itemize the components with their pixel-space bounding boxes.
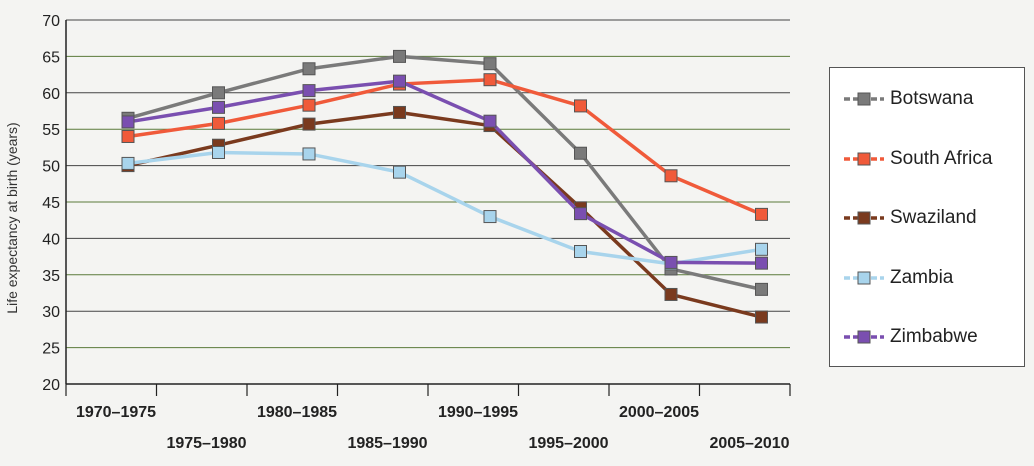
- x-tick-labels: 1970–1975 1975–1980 1980–1985 1985–1990 1990…: [76, 404, 790, 452]
- data-point-botswana: [393, 49, 406, 63]
- data-point-swaziland: [755, 310, 768, 324]
- series-lines: [121, 49, 768, 324]
- data-point-botswana: [483, 57, 497, 71]
- y-tick-label: 55: [42, 122, 60, 139]
- legend-swatch-icon: [844, 152, 884, 165]
- legend-item-zambia: Zambia: [842, 264, 953, 292]
- x-tick-label: 1980–1985: [257, 404, 337, 421]
- y-tick-label: 25: [42, 341, 60, 358]
- data-point-south-africa: [574, 99, 587, 113]
- series-line-zambia: [127, 150, 762, 266]
- legend-swatch-icon: [844, 330, 884, 344]
- x-tick-label: 1975–1980: [166, 435, 246, 452]
- legend-label: Swaziland: [890, 207, 977, 228]
- data-point-swaziland: [393, 105, 406, 119]
- grid-lines: [66, 19, 790, 385]
- legend-item-zimbabwe: Zimbabwe: [842, 323, 978, 351]
- legend-label: Zambia: [890, 266, 954, 288]
- series-zambia: [121, 145, 768, 271]
- data-point-zimbabwe: [212, 100, 225, 114]
- y-tick-label: 50: [42, 159, 60, 176]
- data-point-zambia: [121, 156, 135, 170]
- y-tick-label: 45: [42, 195, 60, 212]
- legend-label: Zimbabwe: [890, 326, 978, 347]
- data-point-zambia: [574, 245, 587, 259]
- series-line-zimbabwe: [127, 79, 762, 265]
- axes: [65, 20, 791, 396]
- legend-label: Botswana: [890, 88, 974, 109]
- data-point-zimbabwe: [302, 84, 316, 98]
- legend-item-south-africa: South Africa: [842, 145, 992, 173]
- y-tick-label: 70: [42, 13, 60, 30]
- legend: Botswana South Africa Swaziland Zambia Zimba…: [829, 67, 1025, 367]
- data-point-south-africa: [212, 116, 225, 130]
- series-zimbabwe: [121, 74, 768, 270]
- y-tick-label: 65: [42, 49, 60, 66]
- data-point-botswana: [755, 282, 768, 296]
- data-point-botswana: [212, 86, 225, 100]
- data-point-botswana: [302, 62, 316, 76]
- data-point-south-africa: [483, 73, 497, 87]
- legend-swatch-icon: [844, 92, 884, 106]
- data-point-south-africa: [302, 98, 316, 112]
- data-point-swaziland: [302, 117, 316, 131]
- series-line-botswana: [127, 54, 762, 292]
- data-point-south-africa: [755, 207, 768, 221]
- y-tick-label: 60: [42, 86, 60, 103]
- legend-item-botswana: Botswana: [842, 85, 973, 113]
- data-point-south-africa: [664, 169, 678, 183]
- data-point-zambia: [212, 145, 225, 159]
- x-tick-label: 2005–2010: [709, 435, 789, 452]
- data-point-zimbabwe: [393, 74, 406, 88]
- data-point-botswana: [574, 146, 587, 160]
- data-point-zimbabwe: [574, 207, 587, 221]
- data-point-zambia: [393, 165, 406, 179]
- x-tick-label: 1985–1990: [347, 435, 427, 452]
- x-tick-label: 1990–1995: [438, 404, 518, 421]
- data-point-zambia: [302, 147, 316, 161]
- y-tick-labels: 20 25 30 35 40 45 50 55 60 65 70: [42, 13, 60, 394]
- y-tick-label: 35: [42, 268, 60, 285]
- legend-swatch-icon: [844, 271, 884, 284]
- legend-label: South Africa: [890, 147, 993, 169]
- data-point-zimbabwe: [483, 114, 497, 128]
- x-tick-label: 1995–2000: [528, 435, 608, 452]
- data-point-zimbabwe: [121, 115, 135, 129]
- y-tick-label: 30: [42, 304, 60, 321]
- data-point-zimbabwe: [755, 256, 768, 270]
- x-tick-label: 2000–2005: [619, 404, 699, 421]
- legend-item-swaziland: Swaziland: [842, 204, 977, 232]
- data-point-swaziland: [664, 287, 678, 301]
- series-line-south-africa: [127, 77, 763, 216]
- legend-swatch-icon: [844, 211, 884, 225]
- series-swaziland: [121, 105, 768, 324]
- y-axis-label: Life expectancy at birth (years): [4, 122, 20, 313]
- series-line-swaziland: [127, 110, 762, 319]
- data-point-south-africa: [121, 129, 135, 143]
- y-tick-label: 40: [42, 231, 60, 248]
- data-point-zambia: [755, 242, 768, 256]
- data-point-zimbabwe: [664, 255, 678, 269]
- data-point-zambia: [483, 210, 497, 224]
- y-tick-label: 20: [42, 377, 60, 394]
- x-tick-label: 1970–1975: [76, 404, 156, 421]
